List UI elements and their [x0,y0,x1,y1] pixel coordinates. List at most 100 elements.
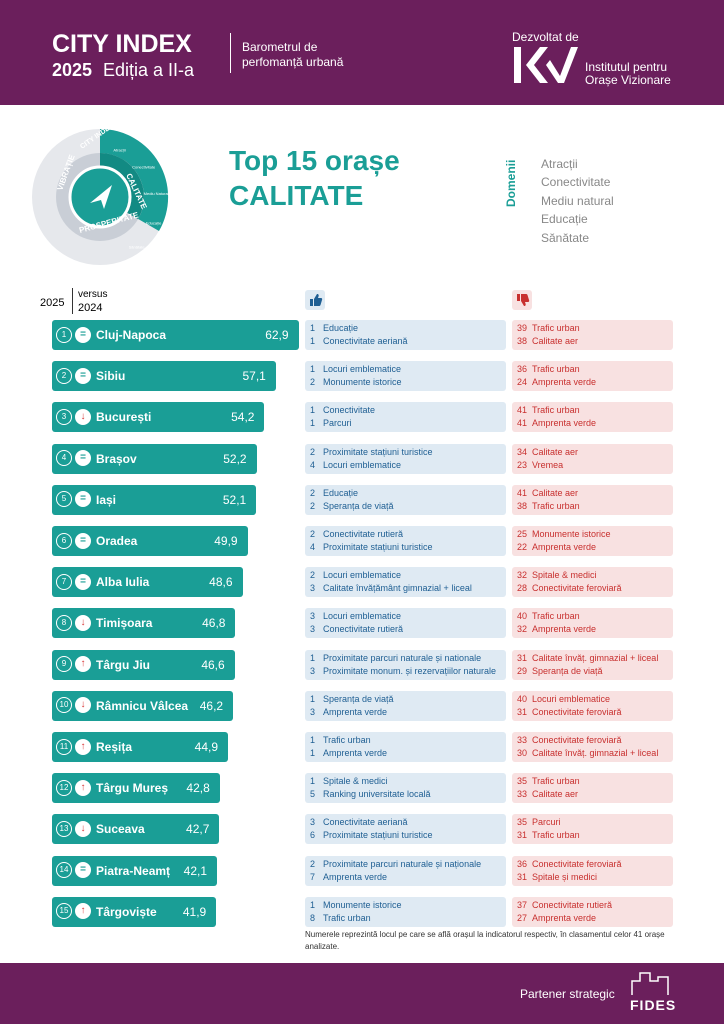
value-label: 52,1 [222,492,247,507]
indicator-name: Spitale și medici [532,871,598,882]
value-label: 42,8 [186,781,210,796]
city-name: Târgu Jiu [96,657,151,672]
value-label: 42,1 [183,863,208,878]
indicator-name: Trafic urban [532,500,580,511]
indicator-rank: 40 [517,611,528,622]
indicator-rank: 5 [310,789,316,800]
indicator-rank: 2 [310,529,316,539]
indicator-name: Calitate învățământ gimnazial + liceal [323,583,472,594]
indicator-rank: 4 [310,542,316,552]
indicator-name: Amprenta verde [532,418,597,429]
indicator-rank: 41 [517,487,528,498]
indicator-rank: 36 [517,858,528,869]
indicator-rank: 2 [310,377,316,388]
indicator-name: Conectivitate aeriană [323,817,408,828]
indicator-name: Amprenta verde [532,377,597,388]
indicator-rank: 28 [517,583,528,594]
indicator-rank: 3 [310,611,316,622]
indicator-name: Locuri emblematice [323,364,402,375]
indicator-rank: 37 [517,899,528,910]
indicator-rank: 32 [517,624,528,635]
indicator-name: Proximitate parcuri naturale și național… [323,858,482,869]
rank-badge: 1 [56,326,72,343]
indicator-name: Amprenta verde [532,912,597,923]
indicator-rank: 3 [310,665,316,676]
wheel-item: Mediu Natural [144,191,169,196]
trend-badge: ↑ [75,779,91,796]
trend-badge: = [75,450,91,467]
weaknesses-box: 34 Calitate aer 23 Vremea [512,443,673,474]
weaknesses-box: 40 Trafic urban 32 Amprenta verde [512,608,673,639]
indicator-rank: 3 [310,706,316,717]
indicator-name: Calitate aer [532,487,579,498]
indicator-rank: 32 [517,570,528,581]
prev-year: 2024 [78,302,103,314]
weaknesses-box: 41 Calitate aer 38 Trafic urban [512,484,673,515]
indicator-name: Trafic urban [323,735,371,745]
indicator-name: Conectivitate aeriană [323,336,408,346]
weaknesses-box: 31 Calitate învăț. gimnazial + liceal 29 Sp… [512,649,673,680]
title: CITY INDEX [52,30,192,58]
indicator-name: Locuri emblematice [323,459,402,470]
indicator-name: Proximitate stațiuni turistice [323,446,433,457]
indicator-rank: 31 [517,871,528,882]
value-label: 41,9 [182,904,207,919]
indicator-rank: 31 [517,706,528,717]
rank-badge: 4 [56,450,72,467]
indicator-rank: 8 [310,912,316,923]
indicator-rank: 27 [517,912,528,923]
indicator-rank: 22 [517,542,528,552]
indicator-name: Trafic urban [532,611,580,622]
strengths-box: 1 Trafic urban 1 Amprenta verde [305,732,506,762]
weaknesses-box: 40 Locuri emblematice 31 Conectivitate fero… [512,690,673,721]
indicator-name: Proximitate parcuri naturale și national… [323,652,482,663]
indicator-name: Conectivitate rutieră [532,899,613,910]
domain-item: Conectivitate [541,175,611,190]
edition-year: 2025 [52,60,93,80]
divider [72,288,73,314]
city-name: Târgu Mureș [96,781,169,796]
trend-badge: = [75,862,91,879]
domain-item: Mediu natural [541,193,614,208]
value-label: 46,2 [199,698,224,713]
thumbs-down-icon [512,290,532,310]
indicator-name: Trafic urban [532,364,580,375]
weaknesses-box: 35 Parcuri 31 Trafic urban [512,814,673,845]
partner-building-icon [631,972,669,995]
strengths-box: 1 Educație 1 Conectivitate aeriană [305,320,506,350]
strengths-box: 2 Proximitate parcuri naturale și naționa… [305,855,506,886]
footer: Partener strategic FIDES [0,963,724,1024]
rank-badge: 10 [56,697,72,714]
indicator-name: Educație [323,487,359,498]
institute-logo [514,47,578,83]
indicator-rank: 1 [310,418,316,429]
trend-badge: ↓ [75,614,91,631]
indicator-rank: 35 [517,776,528,787]
city-name: Piatra-Neamț [96,863,171,878]
strengths-box: 1 Speranța de viață 3 Amprenta verde [305,690,506,721]
indicator-rank: 30 [517,748,528,758]
indicator-rank: 2 [310,500,316,511]
indicator-rank: 41 [517,418,528,429]
city-name: Râmnicu Vâlcea [96,698,189,713]
indicator-name: Proximitate stațiuni turistice [323,830,433,841]
value-label: 44,9 [194,740,218,754]
rank-badge: 11 [56,738,72,755]
indicator-rank: 39 [517,323,528,333]
strengths-box: 1 Conectivitate 1 Parcuri [305,402,506,433]
indicator-rank: 4 [310,459,316,470]
indicator-rank: 7 [310,871,316,882]
indicator-name: Speranța de viață [323,693,394,704]
indicator-rank: 3 [310,817,316,828]
city-name: Alba Iulia [96,575,150,590]
indicator-rank: 40 [517,693,528,704]
index-wheel: CALITATE PROSPERITATE VIBRAȚIE CITY INDE… [32,125,169,265]
value-label: 62,9 [265,328,289,342]
indicator-name: Locuri emblematice [323,570,402,581]
bar [52,320,299,350]
trend-badge: ↓ [75,820,91,837]
indicator-rank: 1 [310,336,316,346]
city-name: Târgoviște [96,904,157,919]
indicator-rank: 3 [310,583,316,594]
partner-label: Partener strategic [520,987,615,1001]
